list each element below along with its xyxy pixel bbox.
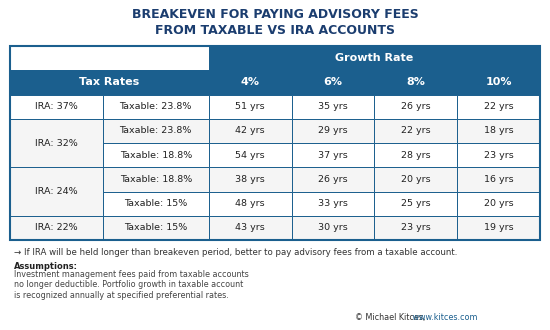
Bar xyxy=(292,143,375,167)
Text: 16 yrs: 16 yrs xyxy=(484,175,513,184)
Bar xyxy=(10,167,103,216)
Bar xyxy=(457,70,540,94)
Text: FROM TAXABLE VS IRA ACCOUNTS: FROM TAXABLE VS IRA ACCOUNTS xyxy=(155,23,395,37)
Bar xyxy=(457,119,540,143)
Bar xyxy=(375,143,457,167)
Bar xyxy=(10,94,103,119)
Text: 54 yrs: 54 yrs xyxy=(235,150,265,160)
Bar xyxy=(292,191,375,216)
Text: 20 yrs: 20 yrs xyxy=(401,175,431,184)
Text: Taxable: 23.8%: Taxable: 23.8% xyxy=(119,126,192,135)
Bar xyxy=(457,191,540,216)
Bar xyxy=(209,46,540,70)
Text: IRA: 24%: IRA: 24% xyxy=(35,187,78,196)
Text: 26 yrs: 26 yrs xyxy=(401,102,431,111)
Bar xyxy=(10,143,103,167)
Text: © Michael Kitces,: © Michael Kitces, xyxy=(355,313,425,322)
Bar xyxy=(457,167,540,191)
Text: www.kitces.com: www.kitces.com xyxy=(410,313,477,322)
Bar xyxy=(10,46,209,70)
Bar xyxy=(292,167,375,191)
Text: 26 yrs: 26 yrs xyxy=(318,175,348,184)
Text: BREAKEVEN FOR PAYING ADVISORY FEES: BREAKEVEN FOR PAYING ADVISORY FEES xyxy=(131,9,419,21)
Text: 25 yrs: 25 yrs xyxy=(401,199,431,208)
Bar xyxy=(375,119,457,143)
Text: Assumptions:: Assumptions: xyxy=(14,262,78,271)
Text: 22 yrs: 22 yrs xyxy=(484,102,513,111)
Text: Taxable: 15%: Taxable: 15% xyxy=(124,223,188,232)
Text: Tax Rates: Tax Rates xyxy=(79,77,140,87)
Bar xyxy=(10,191,103,216)
Text: 19 yrs: 19 yrs xyxy=(484,223,513,232)
Text: 51 yrs: 51 yrs xyxy=(235,102,265,111)
Text: IRA: 22%: IRA: 22% xyxy=(35,223,78,232)
Bar xyxy=(10,216,103,240)
Text: → If IRA will be held longer than breakeven period, better to pay advisory fees : → If IRA will be held longer than breake… xyxy=(14,248,458,257)
Bar xyxy=(375,167,457,191)
Bar xyxy=(103,143,209,167)
Bar xyxy=(375,94,457,119)
Text: Taxable: 15%: Taxable: 15% xyxy=(124,199,188,208)
Text: 23 yrs: 23 yrs xyxy=(483,150,514,160)
Bar xyxy=(375,191,457,216)
Bar xyxy=(457,143,540,167)
Bar xyxy=(209,143,292,167)
Text: 4%: 4% xyxy=(241,77,260,87)
Text: 8%: 8% xyxy=(406,77,425,87)
Bar xyxy=(457,216,540,240)
Text: 6%: 6% xyxy=(323,77,343,87)
Bar xyxy=(10,119,103,143)
Bar xyxy=(10,167,103,191)
Text: IRA: 37%: IRA: 37% xyxy=(35,102,78,111)
Bar xyxy=(292,94,375,119)
Bar xyxy=(209,94,292,119)
Text: 29 yrs: 29 yrs xyxy=(318,126,348,135)
Text: 18 yrs: 18 yrs xyxy=(484,126,513,135)
Text: 48 yrs: 48 yrs xyxy=(235,199,265,208)
Bar xyxy=(292,70,375,94)
Text: 20 yrs: 20 yrs xyxy=(484,199,513,208)
Bar xyxy=(375,216,457,240)
Text: Taxable: 18.8%: Taxable: 18.8% xyxy=(120,175,192,184)
Bar xyxy=(292,119,375,143)
Bar xyxy=(10,94,103,119)
Text: Growth Rate: Growth Rate xyxy=(336,53,414,63)
Bar xyxy=(10,46,540,240)
Text: Investment management fees paid from taxable accounts
no longer deductible. Port: Investment management fees paid from tax… xyxy=(14,270,249,300)
Text: 23 yrs: 23 yrs xyxy=(401,223,431,232)
Bar xyxy=(209,70,292,94)
Bar xyxy=(103,167,209,191)
Text: Taxable: 18.8%: Taxable: 18.8% xyxy=(120,150,192,160)
Bar xyxy=(103,216,209,240)
Bar xyxy=(375,70,457,94)
Bar xyxy=(209,216,292,240)
Bar xyxy=(103,119,209,143)
Text: 42 yrs: 42 yrs xyxy=(235,126,265,135)
Bar xyxy=(457,94,540,119)
Text: 30 yrs: 30 yrs xyxy=(318,223,348,232)
Text: 37 yrs: 37 yrs xyxy=(318,150,348,160)
Bar xyxy=(209,167,292,191)
Bar xyxy=(209,119,292,143)
Text: 28 yrs: 28 yrs xyxy=(401,150,431,160)
Bar xyxy=(103,191,209,216)
Bar xyxy=(10,70,209,94)
Text: 10%: 10% xyxy=(485,77,512,87)
Bar xyxy=(209,191,292,216)
Text: 22 yrs: 22 yrs xyxy=(401,126,431,135)
Text: 43 yrs: 43 yrs xyxy=(235,223,265,232)
Text: 35 yrs: 35 yrs xyxy=(318,102,348,111)
Bar xyxy=(292,216,375,240)
Bar xyxy=(10,119,103,167)
Bar xyxy=(10,216,103,240)
Text: Taxable: 23.8%: Taxable: 23.8% xyxy=(119,102,192,111)
Bar xyxy=(103,94,209,119)
Text: IRA: 32%: IRA: 32% xyxy=(35,139,78,148)
Text: 38 yrs: 38 yrs xyxy=(235,175,265,184)
Text: 33 yrs: 33 yrs xyxy=(318,199,348,208)
